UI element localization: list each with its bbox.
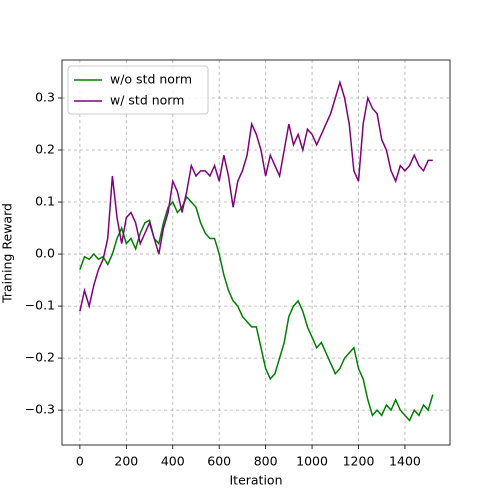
y-tick-label: −0.3	[25, 402, 55, 417]
plot-frame	[61, 59, 451, 446]
x-tick-label: 800	[254, 454, 278, 469]
legend-label: w/ std norm	[110, 93, 184, 108]
x-tick-label: 1000	[296, 454, 328, 469]
x-tick-label: 0	[76, 454, 84, 469]
y-tick-label: 0.2	[35, 142, 55, 157]
x-tick-label: 1400	[389, 454, 421, 469]
x-tick-label: 1200	[343, 454, 375, 469]
x-tick-label: 400	[161, 454, 185, 469]
y-tick-label: 0.0	[35, 246, 55, 261]
y-tick-label: −0.2	[25, 350, 55, 365]
y-tick-label: −0.1	[25, 298, 55, 313]
x-axis-label: Iteration	[229, 473, 282, 488]
x-tick-label: 200	[114, 454, 138, 469]
y-tick-label: 0.1	[35, 194, 55, 209]
x-tick-label: 600	[207, 454, 231, 469]
y-axis-label: Training Reward	[0, 203, 15, 304]
line-series	[79, 79, 433, 312]
legend-label: w/o std norm	[110, 72, 192, 87]
y-tick-label: 0.3	[35, 89, 55, 104]
legend-box	[67, 65, 209, 115]
